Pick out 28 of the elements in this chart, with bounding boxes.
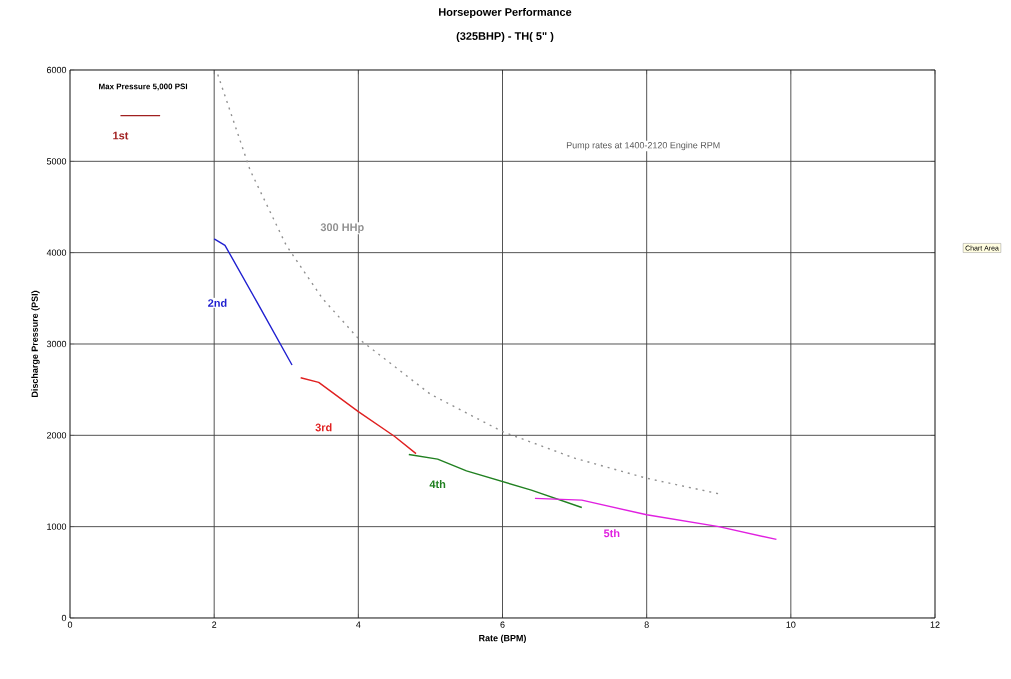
line-series xyxy=(534,497,778,541)
x-tick-label: 12 xyxy=(930,621,940,628)
chart-title: Horsepower Performance xyxy=(439,7,572,19)
line-series xyxy=(408,453,583,509)
x-tick-label: 2 xyxy=(212,621,217,628)
chart-subtitle: (325BHP) - TH( 5" ) xyxy=(456,31,554,43)
y-tick-label: 2000 xyxy=(46,432,67,439)
line-series xyxy=(299,377,417,455)
annotation: Pump rates at 1400-2120 Engine RPM xyxy=(566,141,720,151)
y-tick-label: 1000 xyxy=(47,523,67,530)
x-tick-label: 10 xyxy=(786,621,796,628)
x-tick-label: 0 xyxy=(67,621,73,628)
x-axis-title: Rate (BPM) xyxy=(479,634,526,644)
series-label: 1st xyxy=(113,131,129,140)
series-label: 4th xyxy=(429,480,446,489)
y-tick-label: 4000 xyxy=(46,249,67,256)
x-tick-label: 4 xyxy=(356,621,361,628)
y-tick-label: 5000 xyxy=(46,158,67,165)
y-axis-title: Discharge Pressure (PSI) xyxy=(31,290,40,397)
y-tick-label: 6000 xyxy=(46,66,67,74)
text: 300 HHp xyxy=(320,223,364,234)
series-label: 5th xyxy=(603,529,620,538)
y-tick-label: 0 xyxy=(61,614,67,622)
x-tick-label: 6 xyxy=(500,621,505,628)
x-tick-label: 8 xyxy=(644,621,649,628)
text: 2nd xyxy=(208,298,227,307)
text: 3rd xyxy=(315,423,332,432)
y-tick-label: 3000 xyxy=(46,340,67,348)
